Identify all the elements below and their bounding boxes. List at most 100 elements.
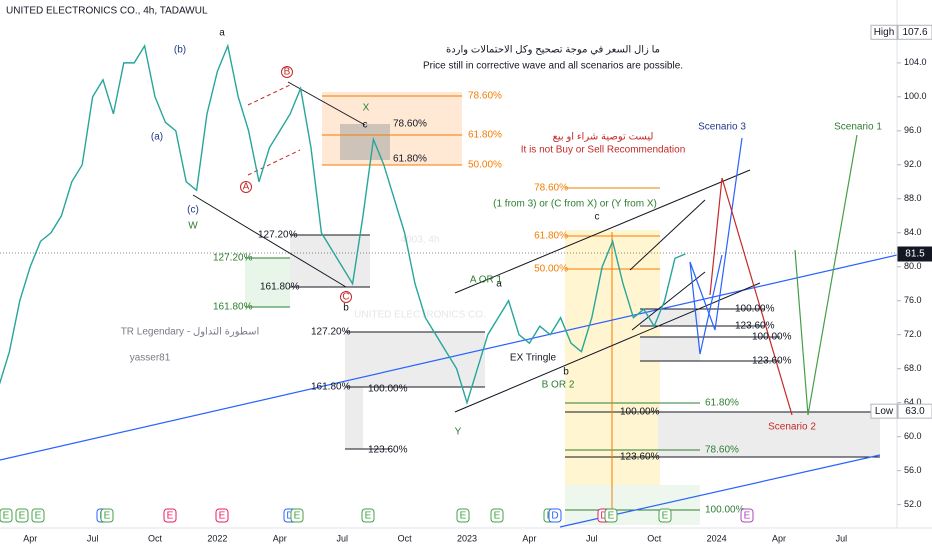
fib-box bbox=[565, 485, 700, 525]
price-tag-name-bg bbox=[870, 403, 898, 419]
trendline bbox=[247, 84, 291, 106]
y-tick-label: 56.0 bbox=[904, 465, 922, 475]
event-icon[interactable] bbox=[163, 508, 177, 523]
fib-box bbox=[640, 309, 700, 326]
event-icon[interactable] bbox=[658, 508, 672, 523]
annotation: 100.00% bbox=[752, 332, 792, 343]
y-tick-label: 88.0 bbox=[904, 193, 922, 203]
x-tick-label: 2024 bbox=[707, 533, 727, 543]
annotation: 127.20% bbox=[213, 253, 253, 264]
event-icon[interactable] bbox=[290, 508, 304, 523]
annotation: X bbox=[363, 103, 370, 114]
event-icon[interactable] bbox=[604, 508, 618, 523]
event-icon[interactable] bbox=[100, 508, 114, 523]
y-tick-label: 104.0 bbox=[904, 57, 927, 67]
fib-box bbox=[245, 258, 290, 307]
y-tick-label: 60.0 bbox=[904, 431, 922, 441]
fib-lines bbox=[290, 234, 880, 458]
annotation: 61.80% bbox=[534, 231, 568, 242]
event-icon[interactable] bbox=[548, 508, 562, 523]
annotation: 123.60% bbox=[752, 356, 792, 367]
event-label: E bbox=[744, 511, 751, 522]
annotation: 61.80% bbox=[468, 130, 502, 141]
annotation: 123.60% bbox=[735, 321, 775, 332]
annotation: 50.00% bbox=[534, 264, 568, 275]
annotation: C bbox=[342, 292, 349, 303]
annotation: 78.60% bbox=[534, 183, 568, 194]
price-tag-name: Low bbox=[875, 406, 894, 417]
fib-box bbox=[340, 124, 390, 160]
scenario-path bbox=[794, 134, 858, 416]
y-tick-label: 76.0 bbox=[904, 295, 922, 305]
annotation: B OR 2 bbox=[542, 380, 575, 391]
annotation: 161.80% bbox=[260, 282, 300, 293]
fib-box bbox=[345, 387, 363, 449]
annotation: 78.60% bbox=[468, 91, 502, 102]
x-tick-label: Jul bbox=[336, 533, 348, 543]
event-icon[interactable] bbox=[456, 508, 470, 523]
x-tick-label: Jul bbox=[586, 533, 598, 543]
x-tick-label: Apr bbox=[273, 533, 287, 543]
trendline bbox=[454, 169, 751, 294]
y-tick-label: 72.0 bbox=[904, 329, 922, 339]
scenario-path bbox=[689, 254, 723, 355]
event-label: D bbox=[600, 511, 607, 522]
y-tick-label: 100.0 bbox=[904, 91, 927, 101]
event-label: E bbox=[365, 511, 372, 522]
x-tick-label: Oct bbox=[148, 533, 163, 543]
annotation: It is not Buy or Sell Recommendation bbox=[521, 145, 686, 156]
annotation: EX Tringle bbox=[510, 353, 557, 364]
trendline bbox=[631, 271, 706, 331]
fib-lines bbox=[322, 95, 660, 270]
annotation: 78.60% bbox=[705, 445, 739, 456]
y-tick-label: 80.0 bbox=[904, 261, 922, 271]
annotation: 100.00% bbox=[735, 304, 775, 315]
wave-circle bbox=[340, 291, 352, 303]
event-icon[interactable] bbox=[215, 508, 229, 523]
price-line bbox=[0, 43, 686, 406]
trendline bbox=[629, 199, 706, 271]
annotation: (a) bbox=[151, 132, 163, 143]
annotation: 100.00% bbox=[620, 407, 660, 418]
annotation: 127.20% bbox=[258, 230, 298, 241]
annotation: A bbox=[243, 182, 250, 193]
y-tick-label: 64.0 bbox=[904, 397, 922, 407]
annotation: 78.60% bbox=[393, 119, 427, 130]
event-label: E bbox=[104, 511, 111, 522]
annotation: B bbox=[284, 67, 291, 78]
annotation: 161.80% bbox=[213, 302, 253, 313]
x-tick-label: 2023 bbox=[457, 533, 477, 543]
fib-box bbox=[345, 332, 485, 387]
event-label: E bbox=[608, 511, 615, 522]
event-label: D bbox=[286, 511, 293, 522]
annotation: 61.80% bbox=[393, 154, 427, 165]
x-tick-label: 2022 bbox=[207, 533, 227, 543]
x-tick-label: Jul bbox=[87, 533, 99, 543]
annotation: Price still in corrective wave and all s… bbox=[423, 61, 683, 72]
annotation: a bbox=[496, 279, 502, 290]
annotation: ما زال السعر في موجة تصحيح وكل الاحتمالا… bbox=[446, 45, 660, 56]
event-icon[interactable] bbox=[31, 508, 45, 523]
annotation: 161.80% bbox=[311, 382, 351, 393]
annotation: 100.00% bbox=[705, 505, 745, 516]
x-tick-label: Apr bbox=[522, 533, 536, 543]
scenario-path bbox=[709, 177, 793, 416]
wave-circle bbox=[281, 66, 293, 78]
event-icon[interactable] bbox=[490, 508, 504, 523]
event-label: E bbox=[167, 511, 174, 522]
annotation: 123.60% bbox=[368, 445, 408, 456]
annotation: yasser81 bbox=[130, 353, 171, 364]
fib-lines bbox=[245, 257, 700, 511]
y-tick-label: 52.0 bbox=[904, 499, 922, 509]
event-icon[interactable] bbox=[361, 508, 375, 523]
annotation: (1 from 3) or (C from X) or (Y from X) bbox=[493, 199, 657, 210]
annotation: c bbox=[595, 212, 600, 223]
annotation: UNITED ELECTRONICS CO. bbox=[354, 310, 486, 321]
wave-circle bbox=[240, 181, 252, 193]
annotation: b bbox=[343, 303, 349, 314]
event-icon[interactable] bbox=[740, 508, 754, 523]
annotation: A OR 1 bbox=[470, 275, 503, 286]
event-icon[interactable] bbox=[15, 508, 29, 523]
event-icon[interactable] bbox=[0, 508, 13, 523]
